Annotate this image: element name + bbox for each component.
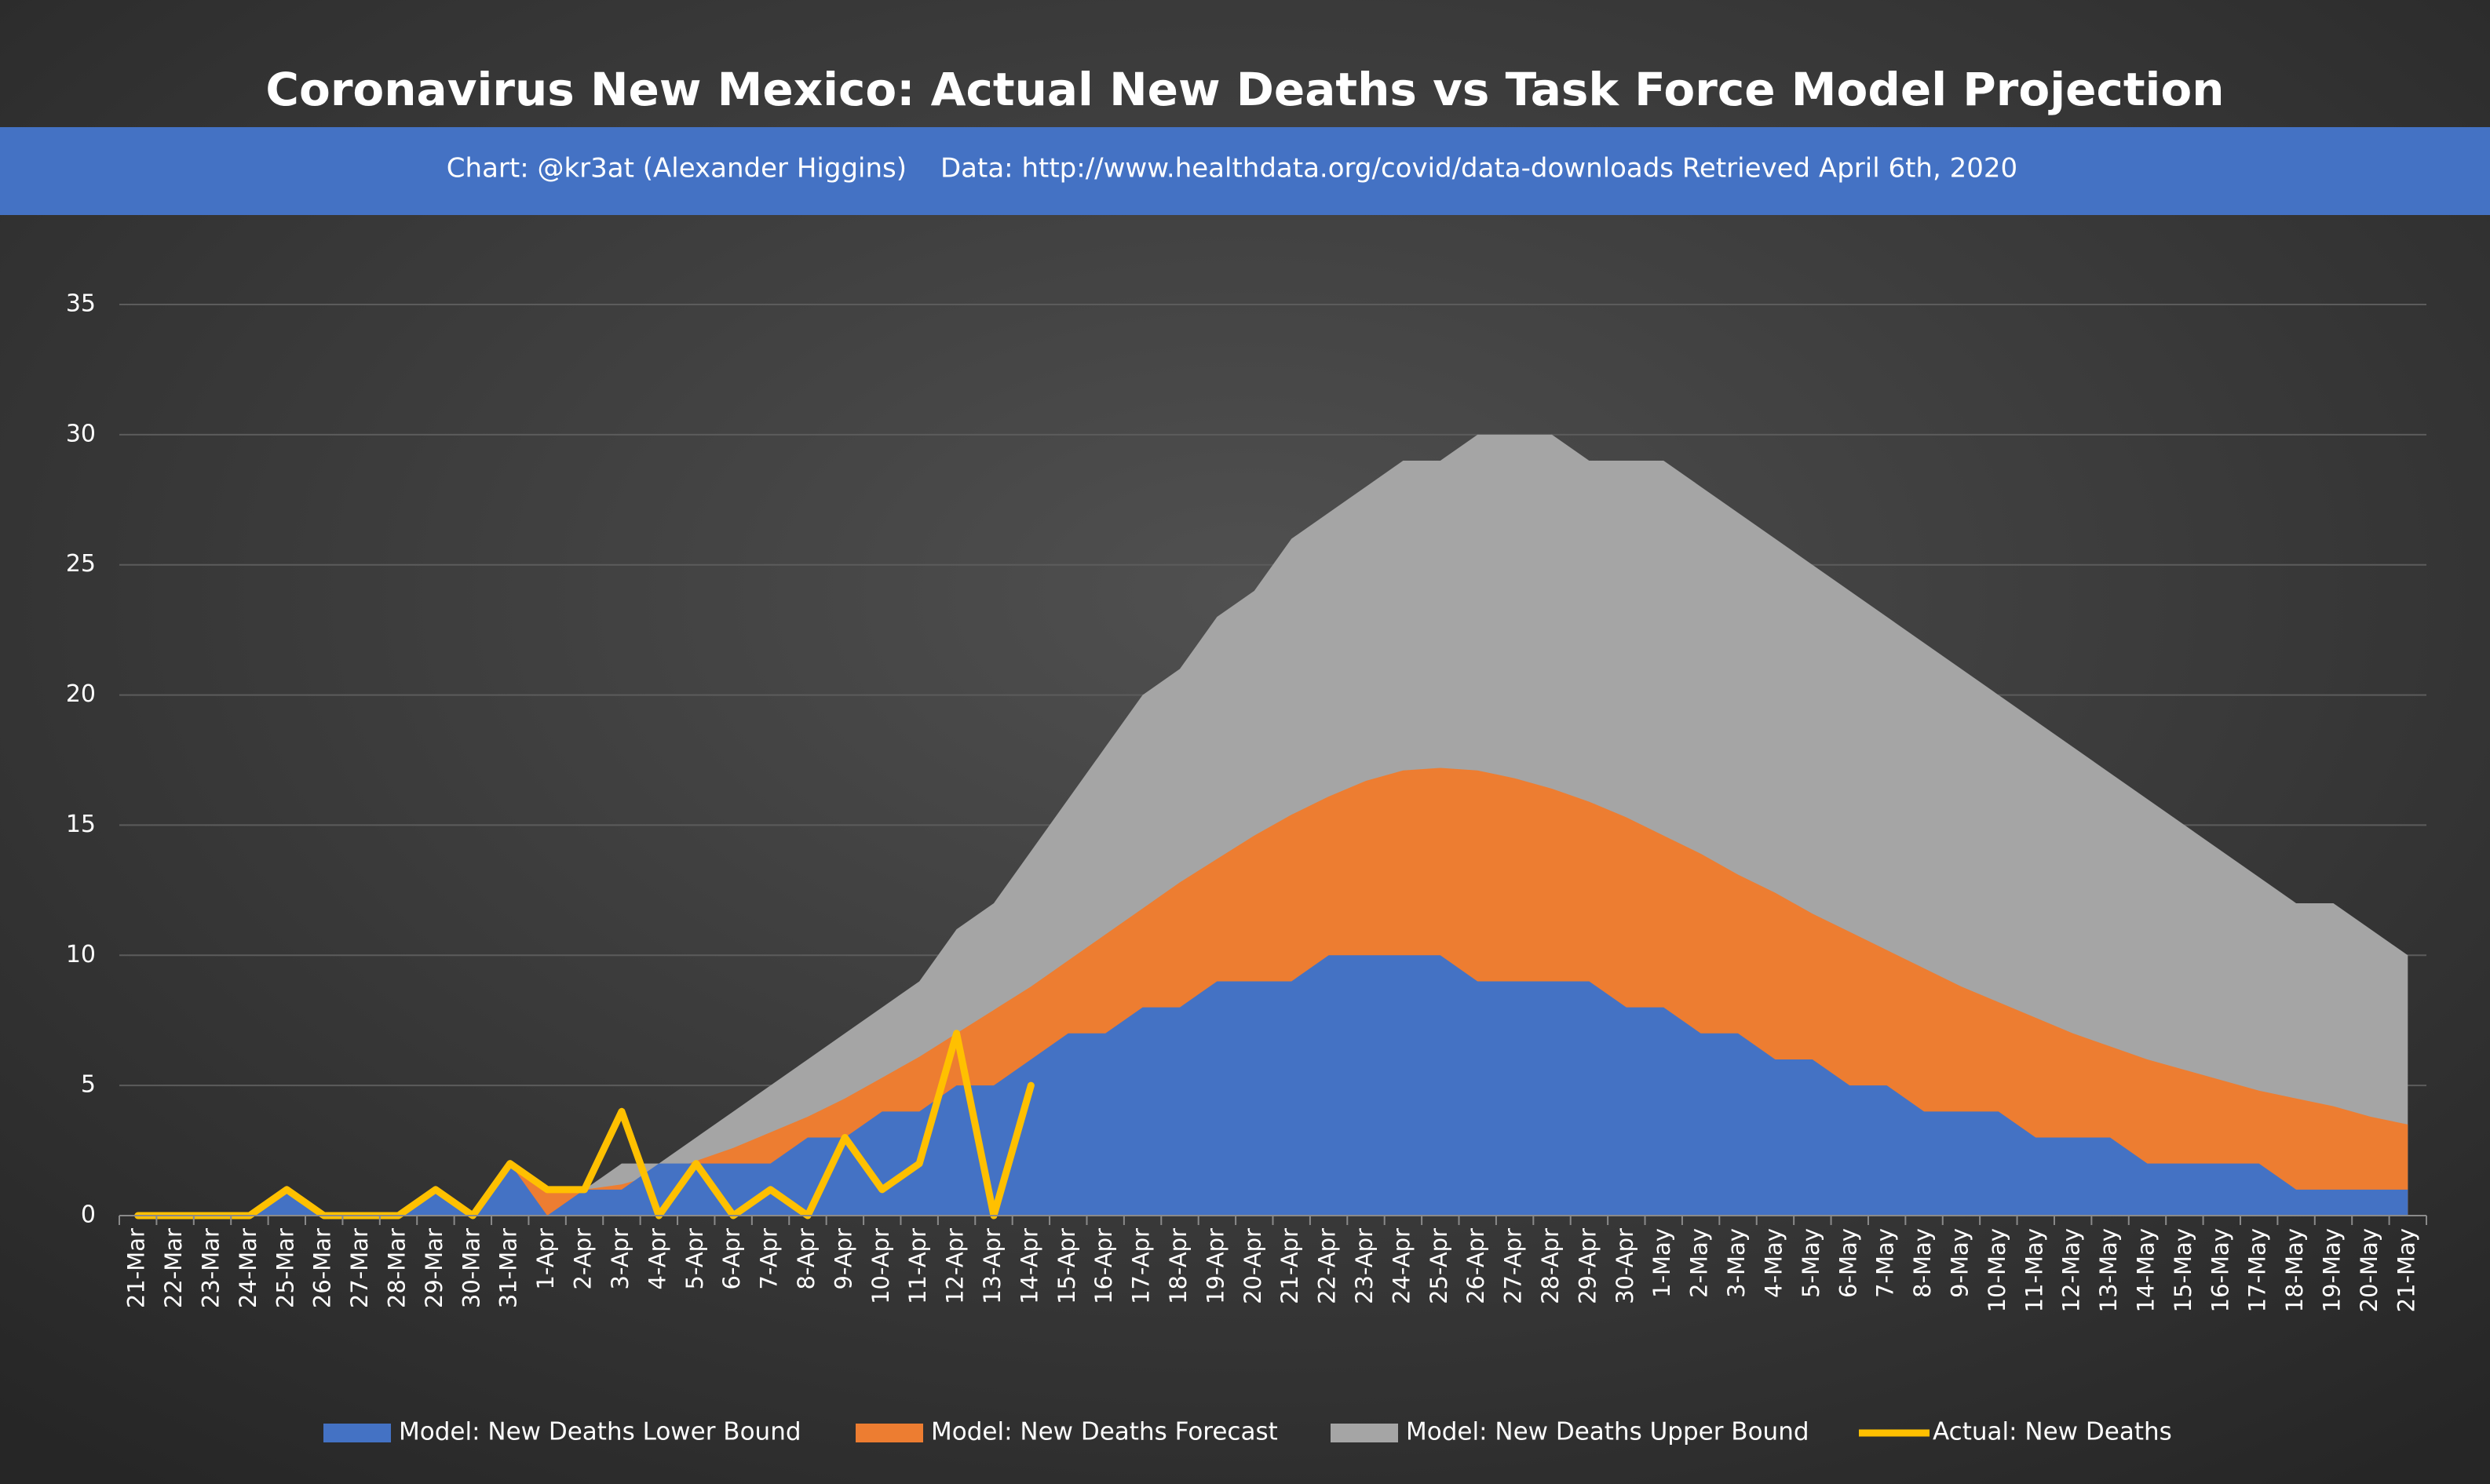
x-tick-label: 6-May	[1835, 1228, 1861, 1298]
x-tick-label: 12-May	[2058, 1228, 2085, 1312]
y-tick-label: 10	[66, 941, 96, 968]
x-tick-label: 1-May	[1648, 1228, 1675, 1298]
x-tick-label: 29-Apr	[1574, 1228, 1601, 1304]
y-tick-label: 25	[66, 550, 96, 578]
x-tick-label: 5-Apr	[681, 1228, 708, 1290]
x-tick-label: 24-Mar	[235, 1228, 261, 1308]
x-tick-label: 27-Mar	[346, 1228, 373, 1308]
x-tick-label: 7-Apr	[756, 1228, 783, 1290]
x-tick-label: 19-Apr	[1202, 1228, 1229, 1304]
x-tick-label: 20-Apr	[1240, 1228, 1266, 1304]
x-tick-label: 2-May	[1686, 1228, 1713, 1298]
y-tick-label: 30	[66, 420, 96, 447]
x-tick-label: 6-Apr	[718, 1228, 745, 1290]
x-tick-label: 18-May	[2281, 1228, 2308, 1312]
x-tick-label: 28-Mar	[384, 1228, 411, 1308]
x-tick-label: 2-Apr	[570, 1228, 597, 1290]
x-tick-label: 31-Mar	[495, 1228, 522, 1308]
legend-swatch	[323, 1424, 391, 1442]
x-tick-label: 11-Apr	[904, 1228, 931, 1304]
x-tick-label: 25-Apr	[1426, 1228, 1452, 1304]
y-tick-label: 35	[66, 290, 96, 318]
x-tick-label: 17-May	[2244, 1228, 2271, 1312]
x-tick-label: 10-Apr	[867, 1228, 894, 1304]
x-tick-label: 5-May	[1798, 1228, 1824, 1298]
x-tick-label: 23-Mar	[198, 1228, 225, 1308]
area	[137, 955, 2408, 1216]
x-tick-label: 30-Mar	[458, 1228, 484, 1308]
x-tick-label: 30-Apr	[1612, 1228, 1638, 1304]
x-tick-label: 11-May	[2021, 1228, 2047, 1312]
x-tick-label: 22-Mar	[160, 1228, 187, 1308]
x-tick-label: 8-May	[1909, 1228, 1936, 1298]
x-tick-label: 26-Mar	[309, 1228, 336, 1308]
chart-title: Coronavirus New Mexico: Actual New Death…	[265, 63, 2224, 116]
x-tick-label: 4-May	[1760, 1228, 1787, 1298]
x-tick-label: 4-Apr	[644, 1228, 670, 1290]
x-tick-label: 1-Apr	[532, 1228, 559, 1290]
x-tick-label: 25-Mar	[272, 1228, 298, 1308]
x-tick-label: 10-May	[1984, 1228, 2010, 1312]
x-tick-label: 3-May	[1723, 1228, 1750, 1298]
x-tick-label: 28-Apr	[1537, 1228, 1564, 1304]
x-tick-label: 15-May	[2170, 1228, 2196, 1312]
y-tick-label: 0	[81, 1201, 96, 1229]
x-tick-label: 15-Apr	[1053, 1228, 1080, 1304]
source: Data: http://www.healthdata.org/covid/da…	[940, 153, 2017, 184]
legend-swatch	[856, 1424, 923, 1442]
x-tick-label: 17-Apr	[1128, 1228, 1155, 1304]
x-tick-label: 16-Apr	[1090, 1228, 1117, 1304]
legend-swatch	[1331, 1424, 1398, 1442]
x-tick-label: 29-Mar	[421, 1228, 447, 1308]
line	[134, 1030, 1035, 1220]
x-tick-label: 19-May	[2318, 1228, 2345, 1312]
x-tick-label: 18-Apr	[1165, 1228, 1192, 1304]
x-tick-label: 14-Apr	[1016, 1228, 1042, 1304]
x-tick-label: 8-Apr	[793, 1228, 820, 1290]
x-tick-label: 20-May	[2356, 1228, 2382, 1312]
legend-label: Model: New Deaths Lower Bound	[399, 1418, 801, 1446]
x-tick-label: 21-May	[2393, 1228, 2419, 1312]
x-tick-label: 16-May	[2207, 1228, 2233, 1312]
x-tick-label: 26-Apr	[1462, 1228, 1489, 1304]
x-tick-label: 22-Apr	[1314, 1228, 1341, 1304]
y-tick-label: 15	[66, 811, 96, 838]
x-tick-label: 27-Apr	[1500, 1228, 1527, 1304]
x-tick-label: 3-Apr	[607, 1228, 633, 1290]
x-tick-label: 7-May	[1872, 1228, 1899, 1298]
x-tick-label: 24-Apr	[1388, 1228, 1415, 1304]
y-tick-label: 5	[81, 1071, 96, 1099]
y-tick-label: 20	[66, 680, 96, 708]
subtitle-band	[0, 127, 2490, 215]
x-tick-label: 12-Apr	[942, 1228, 969, 1304]
legend-label: Model: New Deaths Upper Bound	[1406, 1418, 1809, 1446]
x-tick-label: 21-Mar	[123, 1228, 150, 1308]
x-tick-label: 14-May	[2132, 1228, 2159, 1312]
x-tick-label: 23-Apr	[1351, 1228, 1378, 1304]
x-tick-label: 9-May	[1946, 1228, 1973, 1298]
legend-label: Model: New Deaths Forecast	[931, 1418, 1278, 1446]
x-tick-label: 13-May	[2095, 1228, 2122, 1312]
x-tick-label: 13-Apr	[979, 1228, 1006, 1304]
credit: Chart: @kr3at (Alexander Higgins)	[447, 153, 907, 184]
x-tick-label: 21-Apr	[1276, 1228, 1303, 1304]
legend-label: Actual: New Deaths	[1933, 1418, 2172, 1446]
x-tick-label: 9-Apr	[830, 1228, 856, 1290]
